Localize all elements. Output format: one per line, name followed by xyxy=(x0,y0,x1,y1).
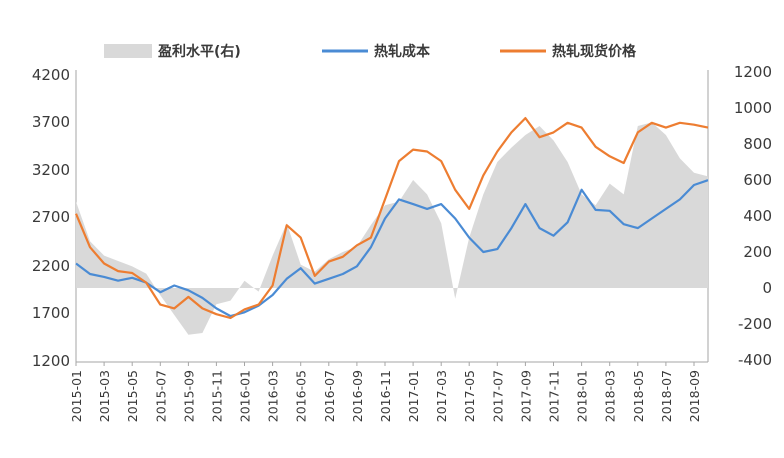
x-tick-label: 2017-07 xyxy=(490,370,505,422)
x-tick-label: 2017-01 xyxy=(406,370,421,422)
legend-label-cost: 热轧成本 xyxy=(374,43,431,60)
right-tick-label: 600 xyxy=(743,171,772,189)
left-tick-label: 3200 xyxy=(32,161,70,179)
x-tick-label: 2016-03 xyxy=(266,370,281,422)
x-tick-label: 2018-03 xyxy=(603,370,618,422)
x-tick-label: 2018-05 xyxy=(631,370,646,422)
right-tick-label: -200 xyxy=(738,315,772,333)
x-tick-label: 2016-01 xyxy=(238,370,253,422)
cost-line xyxy=(75,179,709,318)
x-tick-labels: 2015-01 2015-03 2015-05 2015-07 2015-09 2015-… xyxy=(69,362,702,422)
x-tick-label: 2015-11 xyxy=(209,370,224,422)
left-tick-label: 2700 xyxy=(32,208,70,226)
right-tick-label: 0 xyxy=(762,279,772,297)
right-tick-label: 200 xyxy=(743,243,772,261)
left-tick-label: 2200 xyxy=(32,257,70,275)
x-tick-label: 2015-09 xyxy=(181,370,196,422)
x-tick-label: 2018-01 xyxy=(575,370,590,422)
right-tick-label: 1000 xyxy=(734,99,772,117)
legend: 盈利水平(右) 热轧成本 热轧现货价格 xyxy=(104,43,637,60)
x-tick-label: 2017-03 xyxy=(434,370,449,422)
x-tick-label: 2016-07 xyxy=(322,370,337,422)
legend-label-margin: 盈利水平(右) xyxy=(157,43,241,60)
right-tick-label: -400 xyxy=(738,351,772,369)
left-tick-label: 1700 xyxy=(32,304,70,322)
left-tick-label: 4200 xyxy=(32,66,70,84)
margin-area xyxy=(76,122,708,335)
left-tick-label: 1200 xyxy=(32,352,70,370)
x-tick-label: 2017-11 xyxy=(547,370,562,422)
right-tick-label: 400 xyxy=(743,207,772,225)
x-tick-label: 2015-03 xyxy=(97,370,112,422)
plot-area xyxy=(74,116,709,335)
x-tick-label: 2015-05 xyxy=(125,370,140,422)
right-tick-label: 1200 xyxy=(734,63,772,81)
x-tick-label: 2017-09 xyxy=(518,370,533,422)
x-tick-label: 2018-07 xyxy=(659,370,674,422)
x-tick-label: 2017-05 xyxy=(462,370,477,422)
right-tick-labels: 1200 1000 800 600 400 200 0 -200 -400 xyxy=(734,63,772,369)
x-tick-label: 2016-09 xyxy=(350,370,365,422)
price-line xyxy=(74,116,709,320)
x-tick-label: 2016-05 xyxy=(294,370,309,422)
x-tick-label: 2016-11 xyxy=(378,370,393,422)
legend-label-price: 热轧现货价格 xyxy=(552,43,637,60)
left-tick-labels: 4200 3700 3200 2700 2200 1700 1200 xyxy=(32,66,70,370)
x-tick-label: 2015-01 xyxy=(69,370,84,422)
right-tick-label: 800 xyxy=(743,135,772,153)
x-tick-label: 2018-09 xyxy=(687,370,702,422)
x-tick-label: 2015-07 xyxy=(153,370,168,422)
legend-swatch-margin xyxy=(104,44,152,58)
left-tick-label: 3700 xyxy=(32,113,70,131)
